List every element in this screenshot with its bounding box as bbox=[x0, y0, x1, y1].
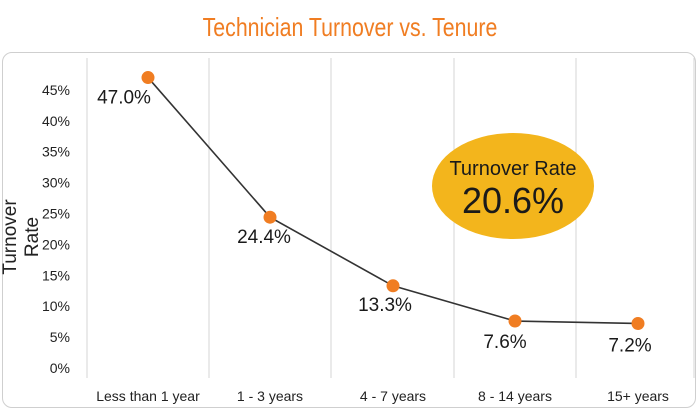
y-tick-label: 30% bbox=[42, 175, 70, 191]
data-label: 7.6% bbox=[483, 332, 526, 353]
y-tick-label: 10% bbox=[42, 298, 70, 314]
data-point bbox=[263, 210, 277, 224]
y-tick-label: 25% bbox=[42, 206, 70, 222]
x-tick-label: Less than 1 year bbox=[96, 388, 200, 404]
vertical-gridlines bbox=[86, 58, 695, 378]
x-tick-label: 8 - 14 years bbox=[478, 388, 552, 404]
x-tick-label: 15+ years bbox=[607, 388, 669, 404]
y-axis-ticks: 0% 5% 10% 15% 20% 25% 30% 35% 40% 45% bbox=[42, 82, 70, 376]
x-axis-ticks: Less than 1 year 1 - 3 years 4 - 7 years 8 … bbox=[96, 388, 669, 404]
data-label: 7.2% bbox=[608, 336, 651, 357]
y-tick-label: 0% bbox=[50, 360, 70, 376]
data-label: 13.3% bbox=[358, 295, 412, 316]
chart-frame bbox=[2, 52, 696, 408]
y-axis-label: Turnover Rate bbox=[0, 199, 43, 275]
data-point bbox=[386, 279, 400, 293]
chart-title: Technician Turnover vs. Tenure bbox=[202, 12, 498, 42]
turnover-rate-badge: Turnover Rate 20.6% bbox=[432, 133, 594, 239]
data-point bbox=[141, 71, 155, 85]
badge-label: Turnover Rate bbox=[449, 158, 577, 180]
y-tick-label: 5% bbox=[50, 329, 70, 345]
data-labels: 47.0% 24.4% 13.3% 7.6% 7.2% bbox=[97, 88, 652, 357]
x-tick-label: 4 - 7 years bbox=[360, 388, 426, 404]
y-tick-label: 40% bbox=[42, 113, 70, 129]
badge-value: 20.6% bbox=[461, 180, 565, 221]
y-tick-label: 45% bbox=[42, 82, 70, 98]
y-tick-label: 35% bbox=[42, 144, 70, 160]
data-point bbox=[631, 317, 645, 331]
data-point bbox=[508, 314, 522, 328]
y-tick-label: 15% bbox=[42, 267, 70, 283]
data-label: 24.4% bbox=[237, 227, 291, 248]
y-tick-label: 20% bbox=[42, 236, 70, 252]
data-points bbox=[141, 71, 645, 331]
x-tick-label: 1 - 3 years bbox=[237, 388, 303, 404]
data-label: 47.0% bbox=[97, 88, 151, 109]
